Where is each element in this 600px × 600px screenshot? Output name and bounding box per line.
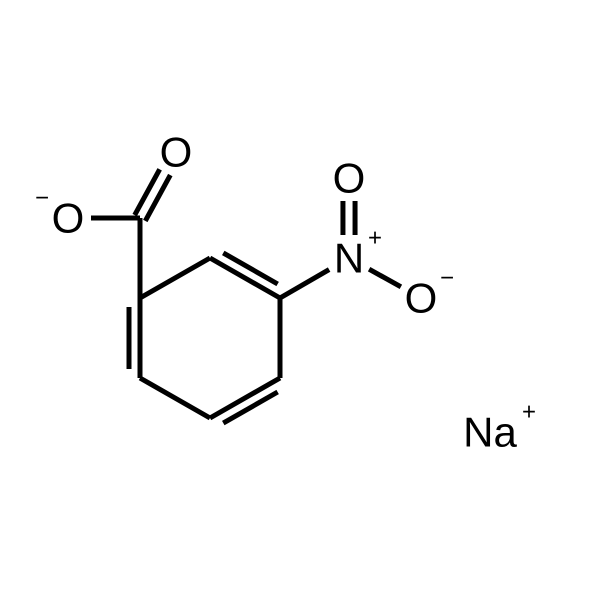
- atom-O3: O: [333, 155, 366, 202]
- charge-O4: −: [440, 264, 454, 291]
- atom-Na: Na: [463, 409, 517, 456]
- charge-O2: −: [35, 184, 49, 211]
- atom-O1: O: [160, 129, 193, 176]
- charge-N: +: [368, 224, 382, 251]
- atom-O4: O: [405, 275, 438, 322]
- charge-Na: +: [522, 398, 536, 425]
- chemical-structure: OO−N+OO−Na+: [0, 0, 600, 600]
- atom-N: N: [334, 235, 364, 282]
- atom-O2: O: [52, 195, 85, 242]
